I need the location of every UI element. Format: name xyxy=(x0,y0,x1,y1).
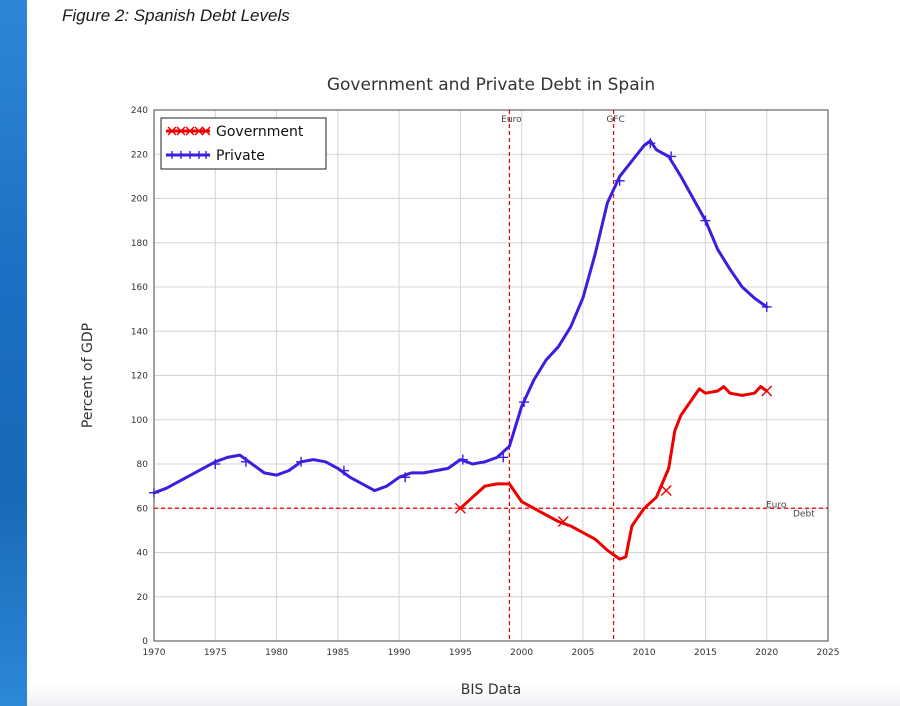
marker-stroke xyxy=(557,516,569,528)
x-marker xyxy=(557,516,569,528)
grid-lines xyxy=(153,109,829,642)
x-tick-label: 1975 xyxy=(204,648,227,658)
plus-marker xyxy=(202,151,210,159)
y-tick-label: 140 xyxy=(131,327,148,337)
x-tick-label: 2015 xyxy=(694,648,717,658)
plus-marker xyxy=(186,151,194,159)
marker-stroke xyxy=(167,126,177,136)
y-tick-label: 200 xyxy=(131,195,148,205)
marker-stroke xyxy=(176,126,186,136)
x-tick-labels: 1970 1975 1980 1985 1990 1995 2000 2005 2010 2015… xyxy=(143,648,840,658)
y-tick-label: 80 xyxy=(137,460,149,470)
x-tick-label: 2000 xyxy=(510,648,533,658)
marker-stroke xyxy=(194,126,204,136)
y-axis-label: Percent of GDP xyxy=(80,323,96,428)
y-tick-label: 0 xyxy=(142,637,148,647)
x-marker xyxy=(660,485,672,497)
y-tick-label: 20 xyxy=(137,593,149,603)
x-tick-label: 1985 xyxy=(326,648,349,658)
government-line xyxy=(458,385,769,561)
chart-title: Government and Private Debt in Spain xyxy=(327,75,655,95)
bottom-strip xyxy=(27,684,900,706)
reference-line-label: Euro xyxy=(501,115,522,125)
plus-marker xyxy=(400,472,411,483)
y-tick-label: 180 xyxy=(131,239,148,249)
x-tick-label: 2025 xyxy=(817,648,840,658)
plus-marker xyxy=(240,456,251,467)
y-tick-label: 120 xyxy=(131,372,148,382)
plus-marker xyxy=(519,397,530,408)
legend-item-government: Government xyxy=(166,124,304,140)
x-tick-label: 2010 xyxy=(633,648,656,658)
plus-marker xyxy=(666,151,677,162)
legend-label: Private xyxy=(216,148,265,164)
x-marker xyxy=(454,502,466,514)
y-tick-label: 220 xyxy=(131,150,148,160)
plus-marker xyxy=(296,456,307,467)
y-tick-label: 100 xyxy=(131,416,148,426)
marker-stroke xyxy=(761,385,773,397)
x-marker xyxy=(167,126,177,136)
plus-marker xyxy=(195,151,203,159)
plus-marker xyxy=(457,454,468,465)
reference-line-label: Debt xyxy=(793,509,815,519)
plus-marker xyxy=(700,215,711,226)
x-tick-label: 2005 xyxy=(571,648,594,658)
x-tick-label: 1995 xyxy=(449,648,472,658)
marker-stroke xyxy=(201,126,211,136)
left-accent-bar xyxy=(0,0,27,706)
x-marker xyxy=(185,126,195,136)
y-tick-labels: 0 20 40 60 80 100 120 140 160 180 200 220 240 xyxy=(131,106,148,647)
legend-box xyxy=(160,117,327,170)
x-axis-label: BIS Data xyxy=(461,682,522,698)
x-tick-label: 1980 xyxy=(265,648,288,658)
plus-marker xyxy=(177,151,185,159)
private-line xyxy=(152,139,769,495)
marker-stroke xyxy=(454,502,466,514)
reference-line-label: Euro xyxy=(766,500,787,510)
plus-marker xyxy=(761,301,772,312)
legend-item-private: Private xyxy=(166,148,265,164)
y-tick-label: 240 xyxy=(131,106,148,116)
x-tick-label: 2020 xyxy=(755,648,778,658)
legend: Government Private xyxy=(160,117,327,170)
plus-marker xyxy=(614,175,625,186)
reference-lines: Euro GFC Euro Debt xyxy=(154,110,828,641)
x-tick-label: 1990 xyxy=(388,648,411,658)
figure-caption: Figure 2: Spanish Debt Levels xyxy=(62,6,290,25)
government-series xyxy=(454,385,773,561)
x-marker xyxy=(201,126,211,136)
y-tick-label: 60 xyxy=(137,504,149,514)
x-marker xyxy=(761,385,773,397)
plus-marker xyxy=(210,459,221,469)
y-tick-label: 160 xyxy=(131,283,148,293)
plus-marker xyxy=(168,151,176,159)
plus-marker xyxy=(498,452,509,463)
plot-frame xyxy=(153,109,829,642)
marker-stroke xyxy=(185,126,195,136)
legend-label: Government xyxy=(216,124,304,140)
plus-marker xyxy=(645,138,656,149)
plus-marker xyxy=(338,465,349,476)
reference-line-label: GFC xyxy=(606,115,624,125)
x-marker xyxy=(176,126,186,136)
x-tick-label: 1970 xyxy=(143,648,166,658)
data-series xyxy=(149,138,773,561)
y-tick-label: 40 xyxy=(137,549,149,559)
marker-stroke xyxy=(660,485,672,497)
x-marker xyxy=(194,126,204,136)
